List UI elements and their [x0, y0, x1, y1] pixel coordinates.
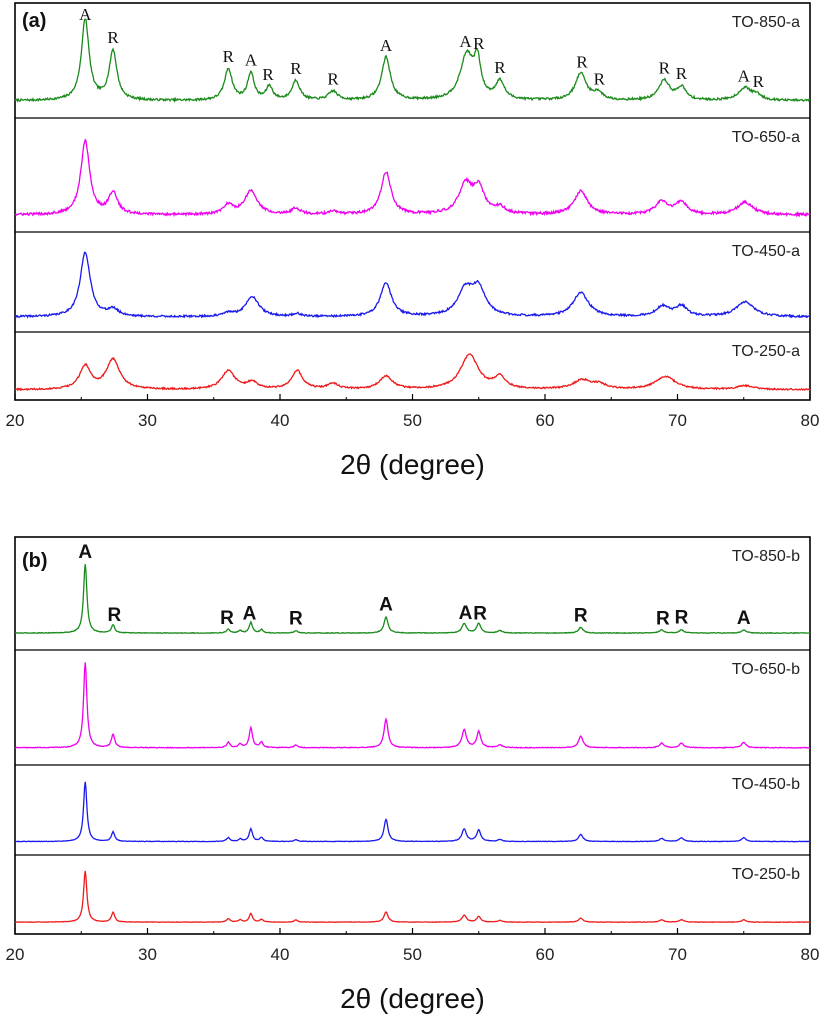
- x-axis-label: 2θ (degree): [340, 449, 485, 480]
- peak-label: A: [737, 608, 751, 629]
- peak-label: R: [327, 70, 339, 89]
- x-tick-label: 50: [403, 411, 422, 430]
- panel-label: (a): [22, 10, 46, 32]
- peak-label: A: [243, 603, 257, 624]
- peak-label: A: [459, 603, 473, 624]
- peak-label: R: [108, 605, 122, 626]
- series-name: TO-250-b: [732, 866, 800, 883]
- peak-label: A: [79, 5, 92, 24]
- series-line-TO-450-b: [14, 781, 811, 843]
- peak-label: R: [594, 69, 606, 88]
- x-tick-label: 30: [138, 411, 157, 430]
- series-name: TO-250-a: [732, 343, 800, 360]
- series-line-TO-450-a: [14, 251, 811, 319]
- peak-label: R: [574, 605, 588, 626]
- peak-label: R: [676, 64, 688, 83]
- x-tick-label: 80: [801, 945, 820, 964]
- peak-label: R: [675, 608, 689, 629]
- peak-label: A: [738, 67, 751, 86]
- peak-label: A: [459, 32, 472, 51]
- peak-label: R: [473, 603, 487, 624]
- series-line-TO-850-a: [14, 18, 811, 104]
- x-tick-label: 20: [6, 945, 25, 964]
- panel-label: (b): [22, 550, 48, 572]
- peak-label: R: [473, 34, 485, 53]
- x-tick-label: 40: [271, 945, 290, 964]
- plot-frame: [14, 536, 811, 935]
- series-name: TO-650-b: [732, 661, 800, 678]
- series-name: TO-450-b: [732, 776, 800, 793]
- series-name: TO-650-a: [732, 129, 800, 146]
- plot-frame: [14, 2, 811, 401]
- series-name: TO-450-a: [732, 243, 800, 260]
- peak-label: R: [659, 58, 671, 77]
- x-tick-label: 60: [536, 945, 555, 964]
- x-tick-label: 50: [403, 945, 422, 964]
- peak-label: R: [576, 53, 588, 72]
- x-tick-label: 60: [536, 411, 555, 430]
- peak-label: R: [656, 608, 670, 629]
- peak-label: A: [379, 595, 393, 616]
- x-tick-label: 80: [801, 411, 820, 430]
- peak-label: A: [245, 50, 258, 69]
- x-axis-label: 2θ (degree): [340, 983, 485, 1014]
- x-tick-label: 70: [668, 411, 687, 430]
- series-line-TO-650-a: [14, 138, 811, 218]
- series-line-TO-250-b: [14, 870, 811, 924]
- peak-label: R: [494, 58, 506, 77]
- series-name: TO-850-b: [732, 548, 800, 565]
- series-line-TO-850-b: [15, 564, 811, 635]
- peak-label: R: [290, 59, 302, 78]
- peak-label: R: [262, 65, 274, 84]
- peak-label: R: [107, 28, 119, 47]
- series-line-TO-250-a: [14, 353, 811, 392]
- series-line-TO-650-b: [14, 662, 811, 749]
- series-name: TO-850-a: [732, 14, 800, 31]
- peak-label: A: [78, 542, 92, 563]
- peak-label: R: [753, 72, 765, 91]
- peak-label: R: [289, 609, 303, 630]
- peak-label: R: [220, 608, 234, 629]
- x-tick-label: 30: [138, 945, 157, 964]
- x-tick-label: 40: [271, 411, 290, 430]
- x-tick-label: 70: [668, 945, 687, 964]
- peak-label: A: [380, 36, 393, 55]
- peak-label: R: [223, 47, 235, 66]
- x-tick-label: 20: [6, 411, 25, 430]
